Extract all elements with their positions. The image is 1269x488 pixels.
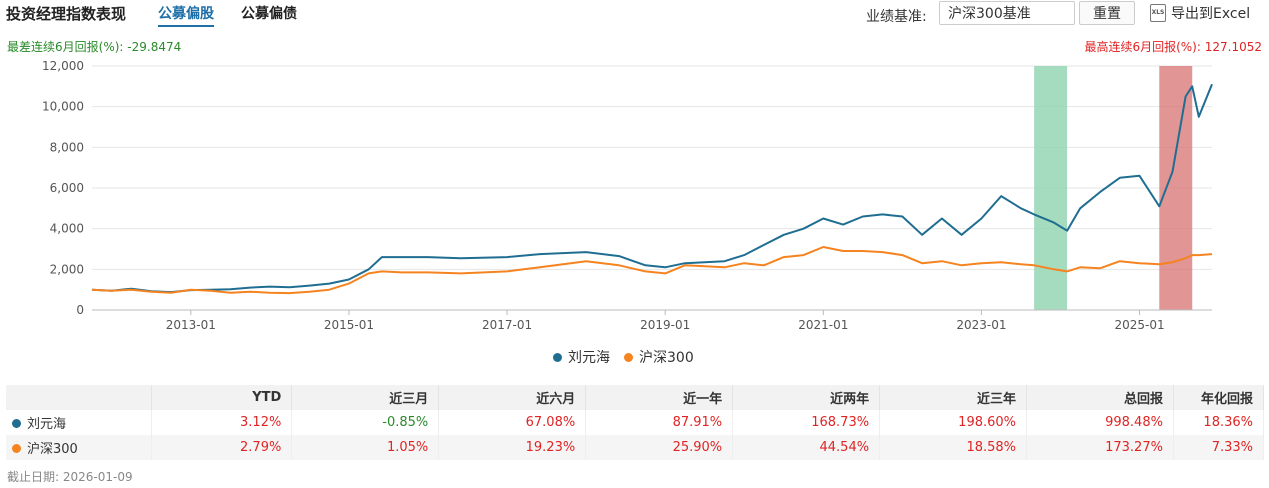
row-name: 刘元海 [27, 417, 67, 432]
y-tick-label: 8,000 [50, 140, 84, 154]
best-6m-value: 127.1052 [1204, 40, 1262, 54]
table-cell: 173.27% [1026, 435, 1174, 460]
benchmark-label: 业绩基准: [866, 9, 927, 25]
y-tick-label: 2,000 [50, 262, 84, 276]
y-tick-label: 0 [76, 303, 84, 317]
column-header: 年化回报 [1173, 385, 1265, 410]
excel-file-icon: XLS [1150, 4, 1166, 22]
axes: 0 2,000 4,000 6,000 8,000 10,000 12,000 2013-01… [42, 59, 1212, 332]
export-label: 导出到Excel [1171, 6, 1251, 22]
chart-legend: 刘元海 沪深300 [553, 347, 694, 367]
series-marker [12, 419, 21, 428]
table-cell: 19.23% [438, 435, 587, 460]
table-cell: 168.73% [732, 410, 881, 435]
legend-item-index[interactable]: 沪深300 [624, 347, 694, 367]
table-cell: 67.08% [438, 410, 587, 435]
table-row: 刘元海 3.12% -0.85% 67.08% 87.91% 168.73% 1… [6, 410, 1265, 435]
as-of-date: 截止日期: 2026-01-09 [7, 468, 133, 485]
column-header [6, 385, 153, 410]
table-cell: -0.85% [291, 410, 440, 435]
worst-6m-value: -29.8474 [127, 40, 182, 54]
column-header: 近三年 [879, 385, 1028, 410]
table-cell: 2.79% [151, 435, 293, 460]
table-cell: 18.36% [1173, 410, 1265, 435]
series-line-manager [91, 83, 1213, 294]
y-tick-label: 10,000 [42, 100, 84, 114]
table-cell: 25.90% [585, 435, 734, 460]
table-cell: 18.58% [879, 435, 1028, 460]
worst-6m-period-band [1034, 66, 1068, 310]
tab-bond-funds[interactable]: 公募偏债 [241, 6, 297, 22]
column-header: YTD [151, 385, 293, 410]
worst-6m-label: 最差连续6月回报(%): [7, 40, 124, 54]
best-6m-period-band [1159, 66, 1193, 310]
y-tick-label: 12,000 [42, 59, 84, 73]
table-cell: 198.60% [879, 410, 1028, 435]
tab-equity-funds[interactable]: 公募偏股 [158, 3, 214, 27]
x-tick-label: 2015-01 [324, 318, 374, 332]
benchmark-input[interactable] [939, 1, 1075, 25]
y-tick-label: 4,000 [50, 222, 84, 236]
grid-lines [92, 65, 1212, 311]
legend-label-manager: 刘元海 [568, 350, 610, 366]
x-tick-label: 2019-01 [640, 318, 690, 332]
best-6m-return: 最高连续6月回报(%): 127.1052 [1084, 38, 1262, 55]
top-bar: 投资经理指数表现 公募偏股 公募偏债 业绩基准: 重置 XLS 导出到Excel [0, 0, 1269, 30]
table-cell: 87.91% [585, 410, 734, 435]
table-cell: 7.33% [1173, 435, 1265, 460]
export-excel-button[interactable]: XLS 导出到Excel [1150, 3, 1250, 23]
x-tick-label: 2025-01 [1114, 318, 1164, 332]
best-6m-label: 最高连续6月回报(%): [1084, 40, 1201, 54]
series-lines [91, 83, 1213, 295]
x-tick-label: 2013-01 [166, 318, 216, 332]
table-cell: 3.12% [151, 410, 293, 435]
returns-table: YTD 近三月 近六月 近一年 近两年 近三年 总回报 年化回报 刘元海 3.1… [6, 385, 1265, 460]
legend-marker-index [624, 352, 633, 362]
table-cell: 44.54% [732, 435, 881, 460]
series-marker [12, 444, 21, 453]
column-header: 近六月 [438, 385, 587, 410]
column-header: 近三月 [291, 385, 440, 410]
row-name: 沪深300 [27, 442, 78, 457]
legend-marker-manager [553, 352, 562, 362]
page-title: 投资经理指数表现 [6, 5, 127, 23]
series-line-index [91, 246, 1213, 295]
as-of-label: 截止日期: [7, 470, 60, 484]
column-header: 总回报 [1026, 385, 1174, 410]
y-tick-label: 6,000 [50, 181, 84, 195]
worst-6m-return: 最差连续6月回报(%): -29.8474 [7, 38, 181, 55]
row-name-cell: 沪深300 [6, 435, 153, 460]
table-cell: 998.48% [1026, 410, 1174, 435]
row-name-cell: 刘元海 [6, 410, 153, 435]
legend-label-index: 沪深300 [639, 350, 694, 366]
column-header: 近两年 [732, 385, 881, 410]
as-of-value: 2026-01-09 [62, 470, 133, 484]
column-header: 近一年 [585, 385, 734, 410]
x-tick-label: 2023-01 [956, 318, 1006, 332]
legend-item-manager[interactable]: 刘元海 [553, 347, 610, 367]
table-header-row: YTD 近三月 近六月 近一年 近两年 近三年 总回报 年化回报 [6, 385, 1265, 410]
x-tick-label: 2017-01 [482, 318, 532, 332]
reset-button[interactable]: 重置 [1079, 1, 1135, 25]
x-tick-label: 2021-01 [798, 318, 848, 332]
table-row: 沪深300 2.79% 1.05% 19.23% 25.90% 44.54% 1… [6, 435, 1265, 460]
performance-line-chart: 0 2,000 4,000 6,000 8,000 10,000 12,000 2013-01… [42, 59, 1213, 332]
table-cell: 1.05% [291, 435, 440, 460]
